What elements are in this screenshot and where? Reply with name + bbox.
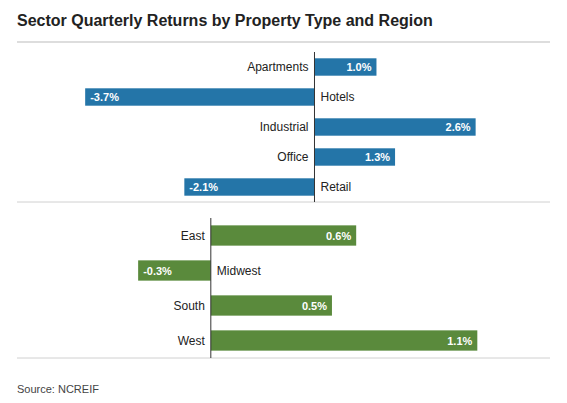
data-label: 1.0% [346, 61, 371, 73]
category-label: West [178, 334, 206, 348]
bars [138, 225, 477, 350]
bar [184, 178, 314, 195]
bar [211, 295, 332, 315]
bar [314, 148, 395, 165]
bar [211, 330, 478, 350]
data-label: -3.7% [90, 91, 119, 103]
bar [314, 58, 376, 75]
data-label: -2.1% [189, 181, 218, 193]
data-label: 0.6% [326, 230, 351, 242]
category-label: Retail [320, 180, 351, 194]
bar [211, 225, 356, 245]
category-label: South [173, 299, 204, 313]
data-label: 0.5% [302, 300, 327, 312]
background [0, 0, 567, 403]
panel: 0.6% East -0.3% Midwest 0.5% South 1.1% West [17, 218, 550, 358]
category-label: East [181, 229, 206, 243]
zero-line [314, 52, 315, 202]
labels: 0.6% East -0.3% Midwest 0.5% South 1.1% West [143, 229, 472, 348]
chart: Sector Quarterly Returns by Property Typ… [0, 0, 567, 403]
annotation: Source: NCREIF [17, 383, 99, 395]
title-rule [17, 42, 550, 43]
x-axis-line [17, 202, 550, 203]
bar [85, 88, 314, 105]
data-label: 1.1% [447, 335, 472, 347]
bar [138, 260, 211, 280]
labels: 1.0% Apartments -3.7% Hotels 2.6% Industrial 1… [90, 60, 471, 194]
zero-line [210, 218, 211, 358]
data-label: 1.3% [365, 151, 390, 163]
x-axis-line [17, 358, 550, 359]
panel: 1.0% Apartments -3.7% Hotels 2.6% Industrial 1… [17, 52, 550, 202]
title: Sector Quarterly Returns by Property Typ… [17, 12, 433, 29]
category-label: Industrial [260, 120, 309, 134]
category-label: Office [277, 150, 308, 164]
data-label: 2.6% [446, 121, 471, 133]
data-label: -0.3% [143, 265, 172, 277]
category-label: Apartments [247, 60, 308, 74]
bar [314, 118, 475, 135]
bars [85, 58, 475, 195]
category-label: Midwest [217, 264, 262, 278]
category-label: Hotels [320, 90, 354, 104]
